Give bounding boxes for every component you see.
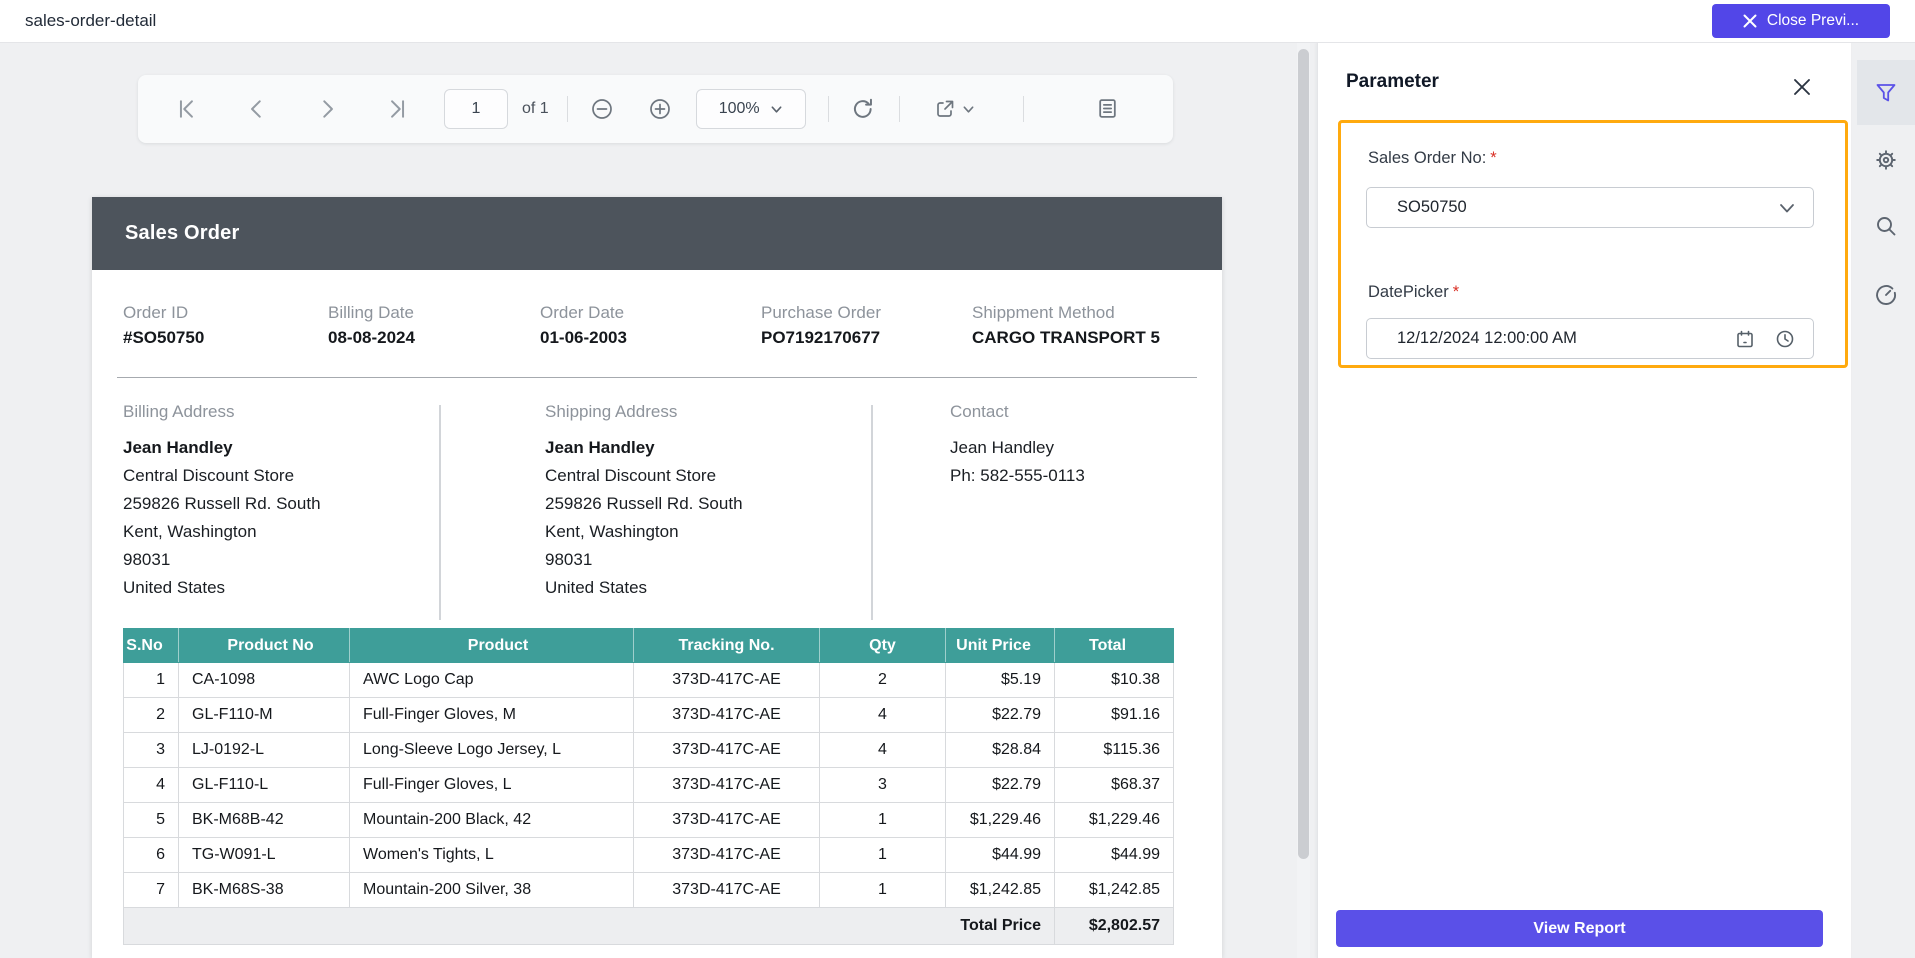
zoom-level-value: 100%	[718, 100, 760, 117]
column-header: Tracking No.	[633, 628, 820, 663]
meta-shipment-method: Shippment Method CARGO TRANSPORT 5	[972, 303, 1160, 347]
parameter-panel: Parameter Sales Order No: * SO50750 DateP…	[1317, 43, 1851, 958]
chevron-down-icon	[770, 103, 783, 116]
datepicker-value: 12/12/2024 12:00:00 AM	[1397, 329, 1577, 347]
shipping-address-block: Shipping Address Jean Handley Central Di…	[545, 402, 743, 597]
order-items-table: S.No Product No Product Tracking No. Qty…	[123, 628, 1174, 945]
close-icon	[1743, 14, 1757, 28]
sales-order-no-dropdown[interactable]: SO50750	[1366, 187, 1814, 228]
billing-address-block: Billing Address Jean Handley Central Dis…	[123, 402, 321, 597]
document-outline-icon[interactable]	[1096, 97, 1120, 121]
column-header: S.No	[123, 628, 179, 663]
right-icon-rail	[1857, 43, 1915, 958]
vertical-divider	[871, 405, 873, 620]
export-icon	[934, 98, 956, 120]
toolbar-divider	[898, 96, 900, 122]
close-panel-icon[interactable]	[1791, 76, 1813, 98]
last-page-icon[interactable]	[386, 98, 408, 120]
report-header-band: Sales Order	[92, 197, 1222, 270]
meta-billing-date: Billing Date 08-08-2024	[328, 303, 415, 347]
previous-page-icon[interactable]	[246, 98, 268, 120]
parameter-panel-title: Parameter	[1346, 71, 1439, 92]
scrollbar-thumb[interactable]	[1298, 49, 1309, 859]
horizontal-divider	[117, 377, 1197, 378]
column-header: Qty	[819, 628, 946, 663]
report-title: Sales Order	[125, 222, 240, 244]
viewer-scrollbar[interactable]	[1297, 43, 1310, 958]
first-page-icon[interactable]	[176, 98, 198, 120]
viewer-toolbar: of 1 100%	[138, 75, 1173, 143]
table-header-row: S.No Product No Product Tracking No. Qty…	[123, 628, 1174, 663]
chevron-down-icon	[1777, 198, 1797, 218]
table-row: 4 GL-F110-L Full-Finger Gloves, L 373D-4…	[123, 767, 1174, 803]
close-preview-button[interactable]: Close Previ...	[1712, 4, 1890, 38]
table-row: 6 TG-W091-L Women's Tights, L 373D-417C-…	[123, 837, 1174, 873]
settings-gear-icon[interactable]	[1874, 148, 1898, 172]
datepicker-label: DatePicker *	[1368, 283, 1460, 301]
vertical-divider	[439, 405, 441, 620]
parameter-highlight-box: Sales Order No: * SO50750 DatePicker * 12/…	[1338, 120, 1848, 368]
column-header: Product	[349, 628, 634, 663]
next-page-icon[interactable]	[316, 98, 338, 120]
column-header: Total	[1054, 628, 1174, 663]
required-asterisk: *	[1490, 149, 1497, 167]
column-header: Product No	[178, 628, 350, 663]
export-dropdown[interactable]	[934, 98, 975, 120]
page-total-label: of 1	[522, 100, 549, 117]
required-asterisk: *	[1452, 283, 1460, 301]
report-page: Sales Order Order ID #SO50750 Billing Da…	[92, 197, 1222, 958]
table-row: 5 BK-M68B-42 Mountain-200 Black, 42 373D…	[123, 802, 1174, 838]
meta-order-date: Order Date 01-06-2003	[540, 303, 627, 347]
addresses-section: Billing Address Jean Handley Central Dis…	[92, 402, 1222, 622]
meta-order-id: Order ID #SO50750	[123, 303, 205, 347]
sales-order-no-label: Sales Order No: *	[1368, 149, 1497, 167]
toolbar-divider	[1022, 96, 1024, 122]
order-meta-row: Order ID #SO50750 Billing Date 08-08-202…	[92, 270, 1222, 377]
top-bar: sales-order-detail Close Previ...	[0, 0, 1915, 43]
chevron-down-icon	[962, 103, 975, 116]
zoom-level-dropdown[interactable]: 100%	[695, 89, 806, 129]
close-preview-label: Close Previ...	[1766, 12, 1860, 29]
total-price-label: Total Price	[123, 907, 1055, 945]
performance-gauge-icon[interactable]	[1874, 283, 1898, 307]
page-title: sales-order-detail	[25, 11, 157, 30]
zoom-in-icon[interactable]	[648, 97, 672, 121]
clock-icon[interactable]	[1775, 329, 1795, 349]
table-row: 2 GL-F110-M Full-Finger Gloves, M 373D-4…	[123, 697, 1174, 733]
table-footer-row: Total Price $2,802.57	[123, 907, 1174, 945]
report-viewer-area: of 1 100%	[0, 43, 1312, 958]
table-row: 1 CA-1098 AWC Logo Cap 373D-417C-AE 2 $5…	[123, 662, 1174, 698]
toolbar-divider	[827, 96, 829, 122]
table-row: 7 BK-M68S-38 Mountain-200 Silver, 38 373…	[123, 872, 1174, 908]
datepicker-input[interactable]: 12/12/2024 12:00:00 AM	[1366, 318, 1814, 359]
search-icon[interactable]	[1874, 214, 1898, 238]
parameters-filter-icon[interactable]	[1874, 81, 1898, 105]
table-row: 3 LJ-0192-L Long-Sleeve Logo Jersey, L 3…	[123, 732, 1174, 768]
contact-block: Contact Jean Handley Ph: 582-555-0113	[950, 402, 1085, 485]
view-report-button[interactable]: View Report	[1336, 910, 1823, 947]
refresh-icon[interactable]	[851, 97, 875, 121]
column-header: Unit Price	[945, 628, 1055, 663]
meta-purchase-order: Purchase Order PO7192170677	[761, 303, 881, 347]
sales-order-no-value: SO50750	[1397, 198, 1467, 216]
calendar-icon[interactable]	[1735, 329, 1755, 349]
page-number-input[interactable]	[444, 89, 508, 129]
zoom-out-icon[interactable]	[590, 97, 614, 121]
total-price-value: $2,802.57	[1054, 907, 1174, 945]
toolbar-divider	[566, 96, 568, 122]
active-tab-highlight	[1857, 60, 1915, 125]
